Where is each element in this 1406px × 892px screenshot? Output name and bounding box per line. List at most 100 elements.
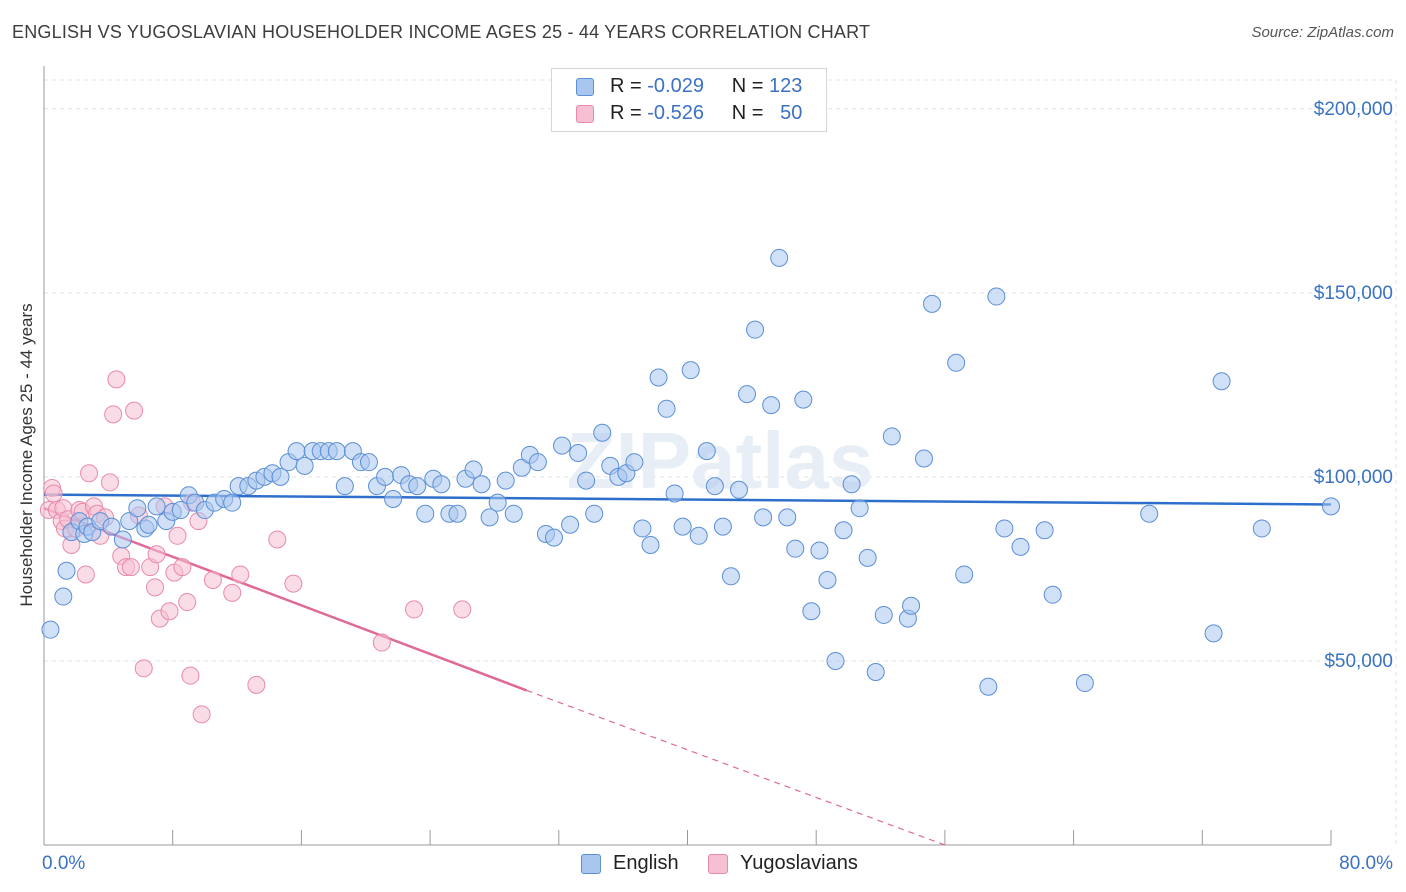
english-point [762, 396, 781, 415]
yugoslav-n-label: N = [731, 102, 764, 124]
english-point [649, 368, 668, 387]
english-point [432, 475, 451, 494]
english-point [585, 504, 604, 523]
yugoslav-point [76, 565, 95, 584]
yugoslav-point [405, 600, 424, 619]
english-point [327, 442, 346, 461]
english-trend-layer [43, 493, 1332, 506]
english-point [705, 477, 724, 496]
english-r-label: R = [610, 75, 642, 97]
english-point [376, 467, 395, 486]
english-point [842, 475, 861, 494]
english-point [128, 499, 147, 518]
english-point [721, 567, 740, 586]
english-point [713, 517, 732, 536]
english-point [1075, 674, 1094, 693]
yugoslav-point [134, 659, 153, 678]
english-point [818, 570, 837, 589]
x-tick-label: 80.0% [1339, 853, 1393, 874]
x-tick-label: 0.0% [42, 853, 85, 874]
yugoslav-trend-extension [526, 689, 946, 846]
yugoslav-point [125, 401, 144, 420]
yugoslav-legend-label: Yugoslavians [740, 852, 858, 874]
english-point [41, 620, 60, 639]
english-point [171, 501, 190, 520]
english-point [480, 508, 499, 527]
english-point [561, 515, 580, 534]
english-point [223, 493, 242, 512]
english-point [665, 484, 684, 503]
english-point [858, 548, 877, 567]
english-point [1011, 537, 1030, 556]
english-point [504, 504, 523, 523]
yugoslav-point [173, 558, 192, 577]
yugoslav-point [268, 530, 287, 549]
yugoslav-point [80, 464, 99, 483]
english-point [979, 677, 998, 696]
english-point [914, 449, 933, 468]
english-point [54, 587, 73, 606]
english-point [995, 519, 1014, 538]
english-point [1204, 624, 1223, 643]
english-point [359, 453, 378, 472]
english-n-value: 123 [769, 75, 803, 97]
english-n-label: N = [731, 75, 764, 97]
english-point [1252, 519, 1271, 538]
english-point [528, 453, 547, 472]
english-point [987, 287, 1006, 306]
yugoslav-point [178, 593, 197, 612]
english-point [625, 453, 644, 472]
english-point [786, 539, 805, 558]
yugoslav-point [100, 473, 119, 492]
y-tick-label: $150,000 [1314, 283, 1393, 304]
yugoslav-point [231, 565, 250, 584]
yugoslav-point [160, 602, 179, 621]
english-point [641, 536, 660, 555]
english-point [633, 519, 652, 538]
english-legend-swatch [581, 854, 601, 874]
yugoslav-r-value: -0.526 [647, 102, 704, 124]
chart-title: ENGLISH VS YUGOSLAVIAN HOUSEHOLDER INCOM… [12, 22, 871, 42]
english-point [120, 512, 139, 531]
english-point [697, 442, 716, 461]
yugoslav-legend-swatch [708, 854, 728, 874]
english-trend-line [43, 493, 1332, 506]
english-point [496, 471, 515, 490]
yugoslav-point [203, 570, 222, 589]
english-point [826, 651, 845, 670]
yugoslav-point [247, 675, 266, 694]
english-point [673, 517, 692, 536]
english-point [955, 565, 974, 584]
english-point [448, 504, 467, 523]
english-point [102, 517, 121, 536]
english-point [544, 528, 563, 547]
english-point [113, 530, 132, 549]
english-point [947, 353, 966, 372]
english-point [810, 541, 829, 560]
english-point [464, 460, 483, 479]
english-point [802, 602, 821, 621]
source-credit: Source: ZipAtlas.com [1251, 24, 1394, 41]
english-point [472, 475, 491, 494]
english-point [408, 477, 427, 496]
yugoslav-point [181, 666, 200, 685]
english-r-value: -0.029 [647, 75, 704, 97]
english-point [488, 493, 507, 512]
english-point [754, 508, 773, 527]
yugoslav-r-label: R = [610, 102, 642, 124]
english-point [902, 596, 921, 615]
english-point [1140, 504, 1159, 523]
english-point [746, 320, 765, 339]
english-point [834, 521, 853, 540]
english-point [569, 443, 588, 462]
english-point [57, 561, 76, 580]
english-point [794, 390, 813, 409]
english-point [593, 423, 612, 442]
yugoslav-point [146, 578, 165, 597]
english-point [271, 467, 290, 486]
english-point [512, 458, 531, 477]
yugoslav-point [372, 633, 391, 652]
yugoslav-point [121, 558, 140, 577]
english-point [738, 385, 757, 404]
english-point [770, 248, 789, 267]
